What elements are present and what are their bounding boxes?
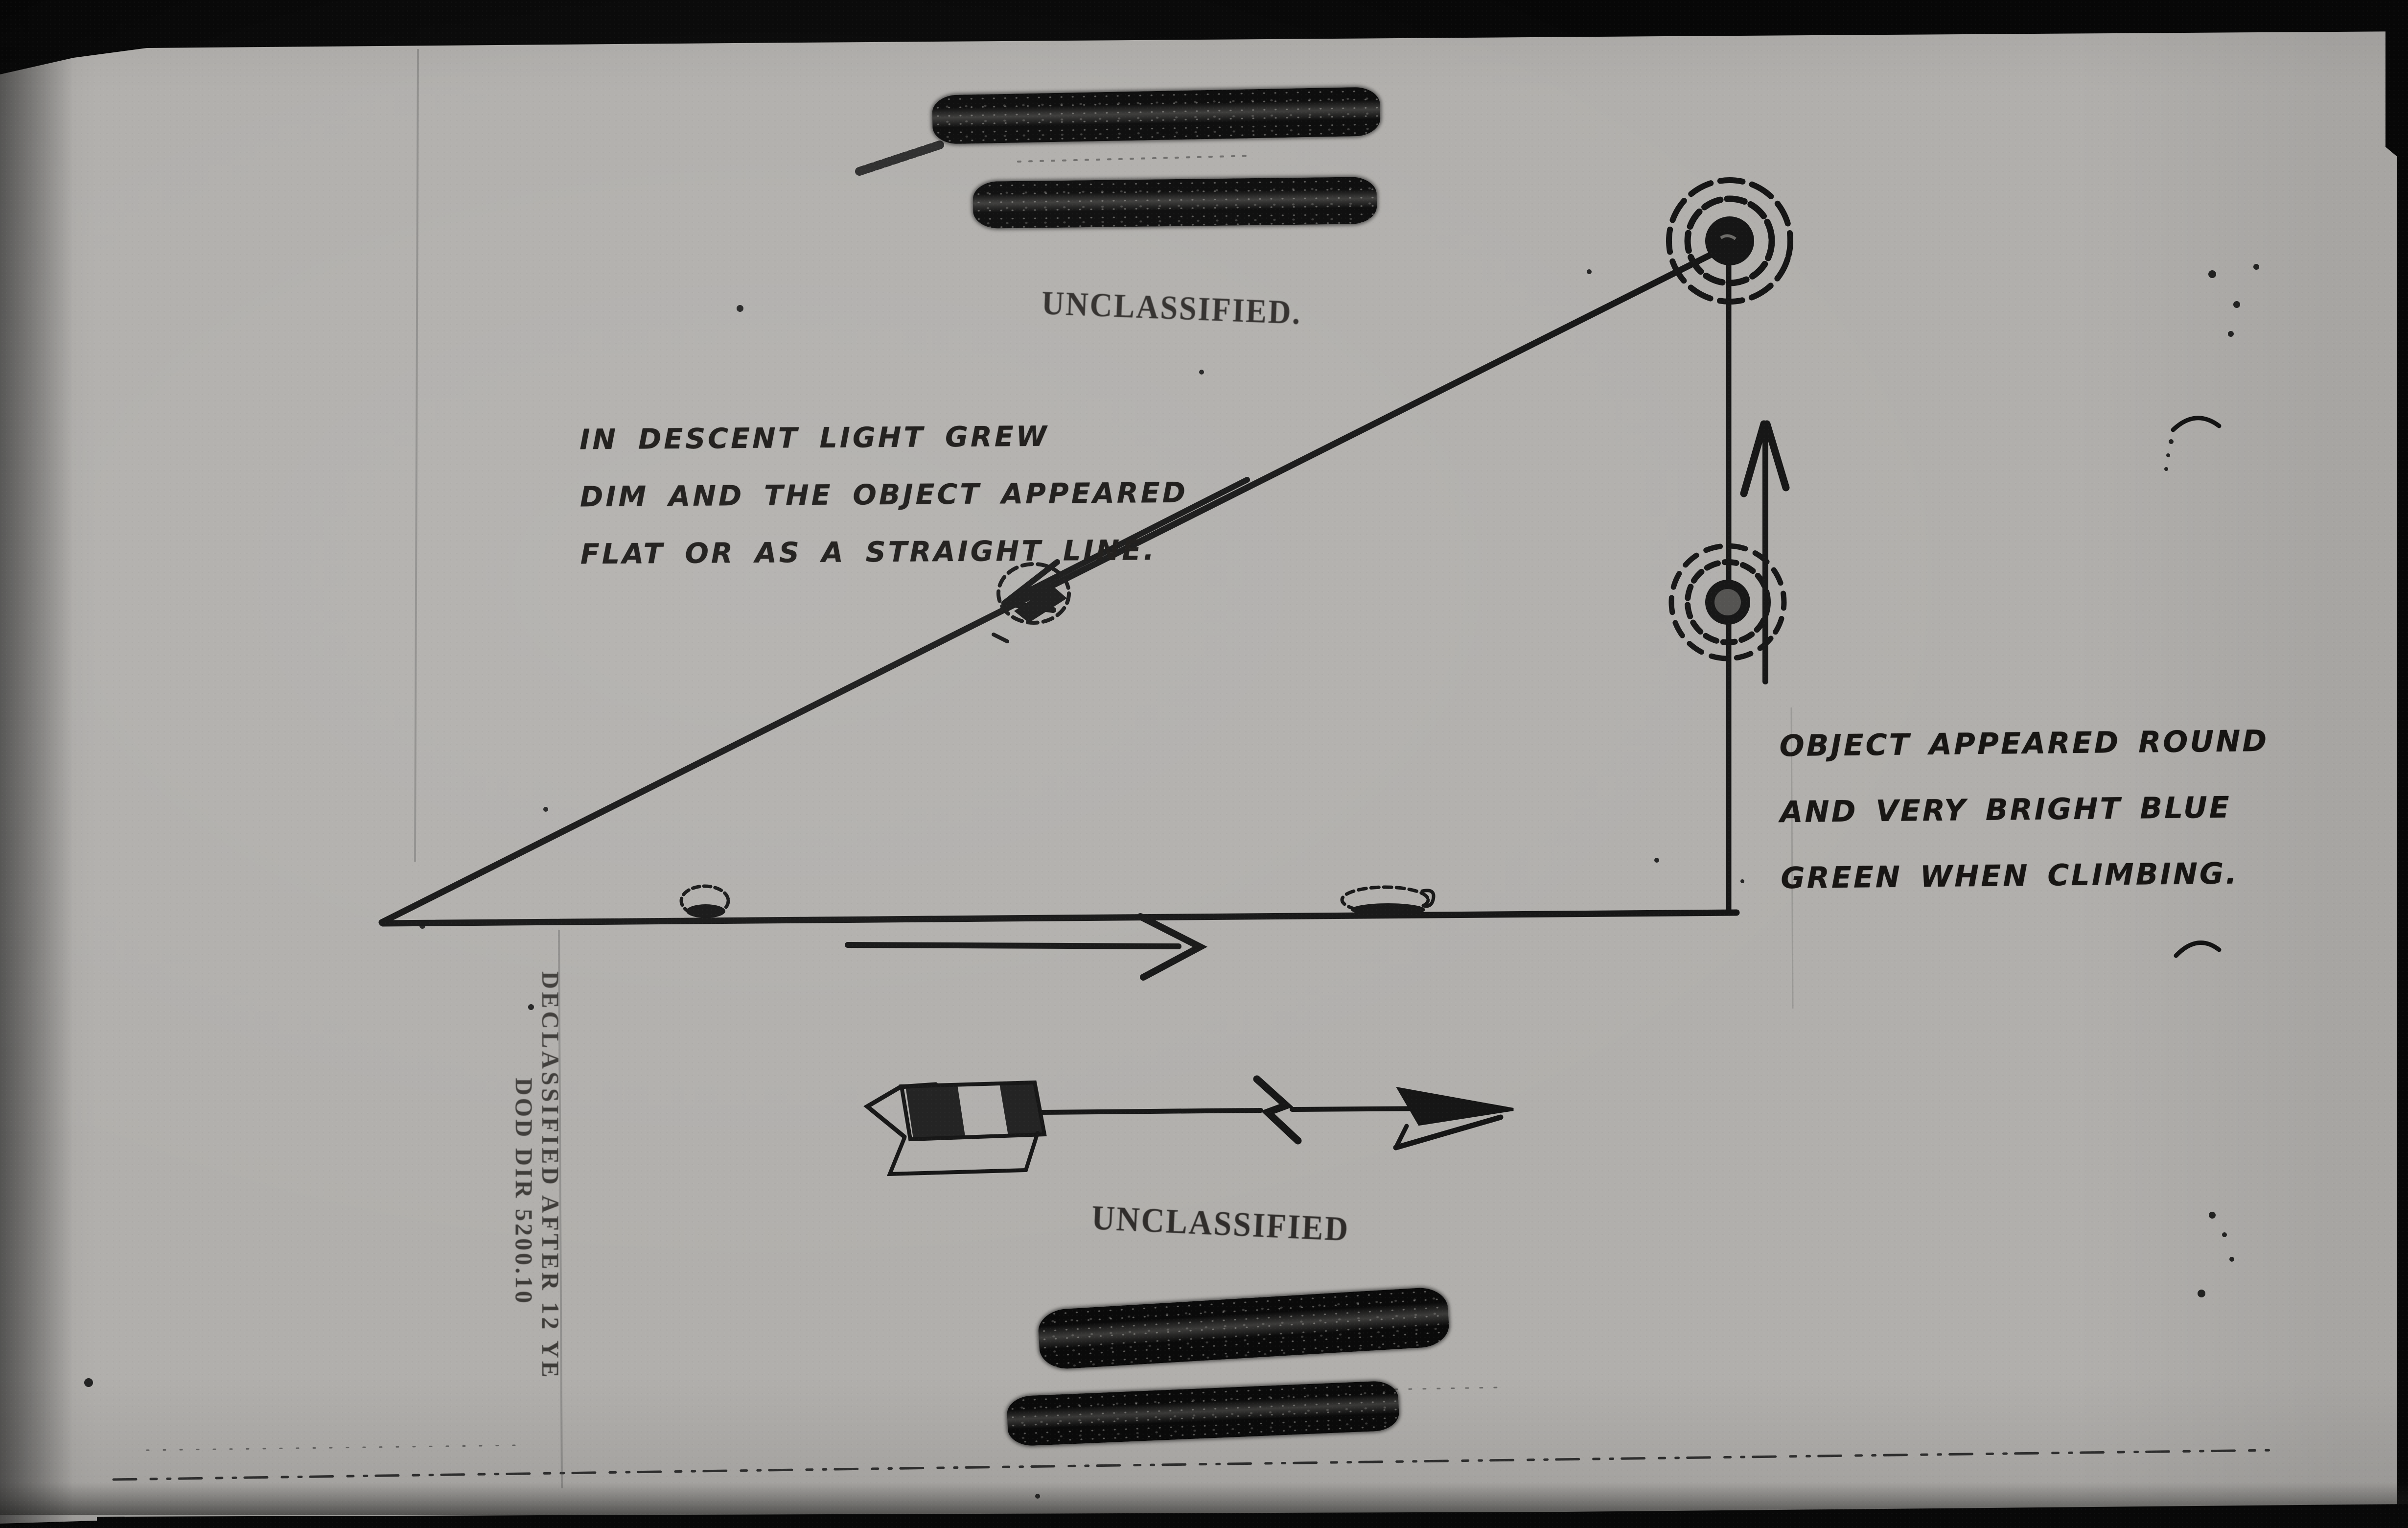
declassified-stamp-line1: DECLASSIFIED AFTER 12 YE [537,971,564,1381]
redaction-pen-tail [855,141,1254,176]
north-arrow-shaft [1038,1106,1445,1115]
declassified-stamp: DECLASSIFIED AFTER 12 YE DOD DIR 5200.10 [510,971,564,1412]
declassified-stamp-line2: DOD DIR 5200.10 [510,1078,538,1306]
ground-direction-arrow [845,913,1208,981]
starburst-mid-icon [1668,543,1787,661]
starburst-top-icon [1666,177,1793,305]
paper-creases [414,48,1794,1489]
north-arrow-break-mark [1253,1075,1302,1145]
ground-baseline [379,909,1740,927]
object-sketch-diagonal [992,562,1071,643]
object-sketch-baseline-left [679,884,730,918]
descent-note-line2: DIM AND THE OBJECT APPEARED [579,476,1188,514]
object-sketch-baseline-right [1340,885,1436,916]
climb-note-line2: AND VERY BRIGHT BLUE [1780,790,2232,830]
descent-note-line1: IN DESCENT LIGHT GREW [579,420,1049,456]
climb-note: OBJECT APPEARED ROUND AND VERY BRIGHT BL… [1779,708,2270,912]
scratch-lines [112,1387,2276,1481]
north-arrow-head [1396,1086,1514,1126]
redaction-bar-top-2 [972,176,1377,229]
descent-note-line3: FLAT OR AS A STRAIGHT LINE. [580,534,1157,571]
climb-note-line1: OBJECT APPEARED ROUND [1779,724,2269,764]
descent-note: IN DESCENT LIGHT GREW DIM AND THE OBJECT… [579,407,1188,584]
climb-arrow [1740,420,1790,684]
redaction-bar-top-1 [932,87,1381,144]
climb-note-line3: GREEN WHEN CLIMBING. [1781,856,2239,896]
north-arrow [863,1075,1514,1176]
pen-arc-marks [2171,416,2222,958]
